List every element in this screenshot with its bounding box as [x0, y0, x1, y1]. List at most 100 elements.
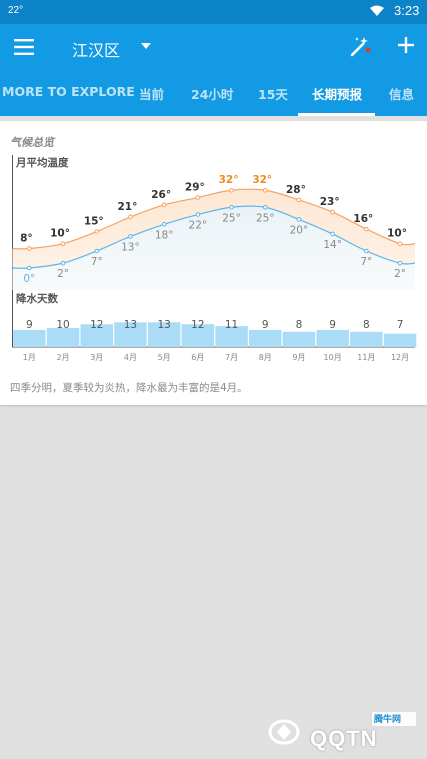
high-temp-label: 32° [252, 174, 272, 186]
rain-days-label: 8 [363, 319, 370, 331]
tab-long-term-forecast[interactable]: 长期预报 [312, 87, 363, 102]
low-temp-label: 25° [256, 212, 275, 224]
low-temp-point [94, 248, 100, 254]
rain-days-bar [147, 322, 181, 347]
low-temp-line [12, 205, 416, 269]
rain-days-label: 9 [26, 319, 33, 331]
tab-24-hours[interactable]: 24小时 [191, 87, 234, 102]
tab-bar: MORE TO EXPLORE 当前 24小时 15天 长期预报 信息 [0, 70, 427, 116]
high-temp-point [27, 246, 32, 251]
rain-days-label: 9 [329, 319, 336, 331]
card-title: 气候总览 [10, 136, 54, 149]
status-time: 3:23 [394, 3, 420, 18]
active-tab-indicator [298, 113, 375, 116]
low-temp-point [161, 221, 167, 227]
rain-days-bar [46, 328, 80, 347]
tab-current[interactable]: 当前 [139, 87, 165, 102]
month-label: 4月 [124, 353, 137, 362]
low-temp-area [12, 206, 415, 290]
high-temp-point [397, 241, 403, 246]
qqtn-watermark-logo [268, 712, 416, 745]
high-temp-point [195, 195, 201, 200]
rain-days-bar [282, 331, 316, 347]
app-bar: 江汉区 [0, 24, 427, 70]
low-temp-point [364, 248, 369, 254]
low-temp-point [262, 204, 268, 210]
month-label: 8月 [259, 353, 272, 362]
high-temp-label: 10° [50, 228, 70, 240]
low-temp-point [330, 231, 335, 237]
status-temperature: 22° [8, 5, 24, 16]
high-temp-label: 16° [353, 213, 373, 225]
high-temp-point [296, 197, 302, 203]
month-label: 7月 [225, 353, 238, 362]
low-temp-label: 25° [222, 212, 241, 224]
high-temp-label: 32° [219, 174, 239, 186]
tab-15-days[interactable]: 15天 [258, 87, 288, 102]
month-label: 3月 [90, 353, 103, 362]
rain-days-bar [383, 333, 417, 347]
low-temp-label: 0° [23, 273, 35, 285]
rain-days-bar [181, 324, 215, 347]
high-temp-point [229, 187, 234, 193]
climate-chart: 月平均温度 降水天数 8° 10° 15° 21° 26° 29° 32° 32° 28° 23°… [12, 155, 417, 362]
low-temp-point [60, 260, 66, 266]
add-location-icon[interactable] [396, 35, 416, 55]
high-temp-point [60, 241, 66, 246]
month-label: 5月 [158, 353, 171, 362]
month-label: 11月 [357, 353, 375, 362]
rain-days-label: 12 [191, 319, 204, 331]
low-temp-point [195, 212, 201, 217]
menu-icon[interactable] [14, 38, 36, 56]
low-temp-label: 20° [290, 224, 309, 236]
rain-chart-title: 降水天数 [16, 292, 58, 305]
low-temp-label: 13° [121, 241, 140, 253]
rain-days-bar [215, 326, 248, 347]
rain-days-bar [350, 331, 383, 347]
low-temp-point [229, 204, 234, 210]
watermark-text: QQTN [310, 726, 378, 751]
tab-info[interactable]: 信息 [389, 87, 415, 102]
high-temp-label: 21° [118, 201, 138, 213]
rain-days-label: 9 [262, 319, 269, 331]
month-label: 10月 [324, 353, 342, 362]
month-label: 1月 [23, 353, 36, 362]
high-temp-point [364, 226, 369, 232]
high-temp-label: 8° [20, 233, 33, 245]
high-temp-label: 29° [185, 182, 205, 194]
low-temp-label: 2° [394, 268, 406, 280]
climate-summary: 四季分明，夏季较为炎热，降水最为丰富的是4月。 [10, 382, 248, 394]
wifi-icon [370, 5, 384, 16]
watermark-subtext: 腾牛网 [374, 715, 402, 725]
month-label: 2月 [57, 353, 70, 362]
low-temp-label: 22° [189, 220, 208, 232]
rain-days-bar [13, 329, 46, 347]
low-temp-point [128, 234, 133, 239]
low-temp-point [397, 260, 403, 266]
rain-days-label: 11 [225, 319, 238, 331]
month-label: 6月 [191, 353, 204, 362]
rain-days-label: 7 [397, 319, 404, 331]
rain-days-label: 13 [157, 319, 170, 331]
rain-days-label: 8 [296, 319, 303, 331]
city-selector[interactable]: 江汉区 [72, 41, 121, 60]
high-temp-point [262, 187, 268, 193]
rain-days-bar [114, 322, 147, 347]
high-temp-label: 26° [151, 189, 171, 201]
low-temp-label: 14° [323, 239, 342, 251]
high-temp-label: 28° [286, 184, 306, 196]
high-temp-point [94, 229, 100, 234]
rain-days-bar [249, 329, 282, 347]
low-temp-point [296, 217, 302, 222]
high-temp-line [12, 188, 416, 250]
low-temp-label: 7° [91, 256, 103, 268]
low-temp-label: 7° [360, 256, 372, 268]
magic-wand-icon[interactable] [348, 35, 372, 59]
month-label: 9月 [292, 353, 305, 362]
rain-days-label: 13 [124, 319, 137, 331]
dropdown-arrow-icon[interactable] [140, 43, 152, 50]
low-temp-label: 18° [155, 229, 174, 241]
tab-more-to-explore[interactable]: MORE TO EXPLORE [2, 84, 135, 99]
high-temp-point [161, 202, 167, 208]
high-temp-label: 10° [387, 228, 407, 240]
